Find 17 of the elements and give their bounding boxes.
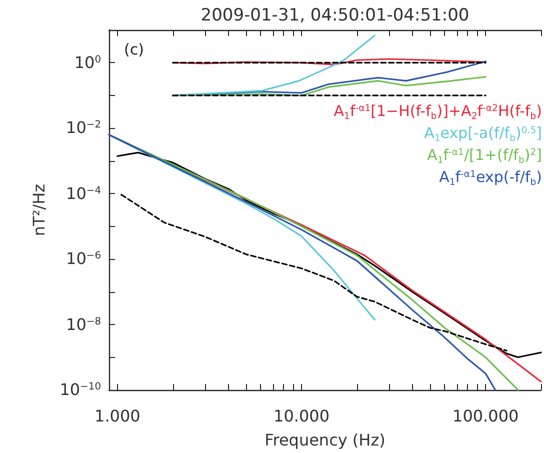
text: A$_{1}$f$^{-α1}$/[1+(f/f$_{b}$)$^{2}$] [427, 146, 542, 166]
y-tick-label: 10$^{−10}$ [60, 380, 101, 399]
y-tick-label: 10$^{−4}$ [66, 184, 101, 203]
text: A$_{1}$exp[-a(f/f$_{b}$)$^{0.5}$] [423, 123, 542, 144]
y-tick-label: 10$^{−6}$ [66, 249, 101, 268]
chart-title: 2009-01-31, 04:50:01-04:51:00 [200, 6, 470, 26]
x-tick-label: 1.000 [94, 406, 140, 426]
text: A$_{1}$f$^{-α1}$[1−H(f-f$_{b}$)]+A$_{2}$f$^{-α2}$H(f-f$_{b}$) [334, 102, 542, 122]
x-axis-title: Frequency (Hz) [264, 430, 386, 450]
x-tick-label: 100.000 [452, 406, 519, 426]
y-tick-label: 10$^{0}$ [74, 52, 101, 72]
text: A$_{1}$f$^{-α1}$exp(-f/f$_{b}$) [438, 167, 542, 188]
y-tick-label: 10$^{−2}$ [66, 118, 101, 138]
y-tick-label: 10$^{−8}$ [66, 314, 101, 334]
annotation: (c) [124, 40, 144, 58]
x-tick-label: 10.000 [274, 406, 330, 426]
y-axis-title: nT²/Hz [30, 184, 48, 236]
